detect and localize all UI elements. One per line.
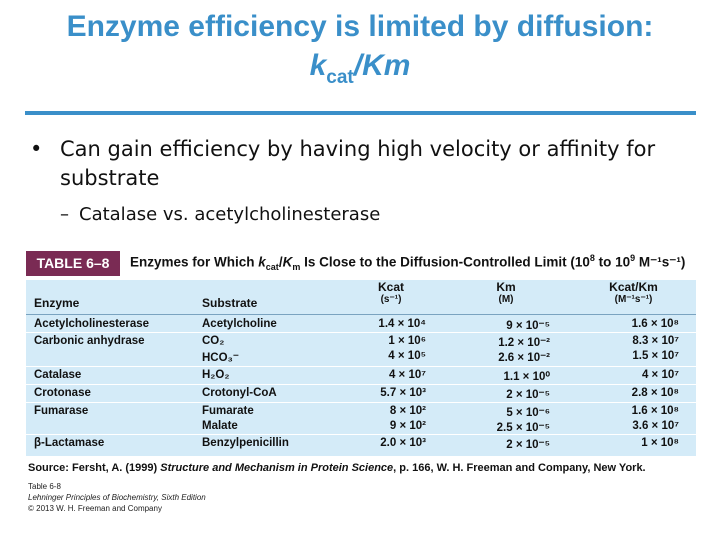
slide-title: Enzyme efficiency is limited by diffusio… — [0, 8, 720, 98]
cell-enzyme: β-Lactamase — [34, 437, 105, 449]
sub-bullet-text: Catalase vs. acetylcholinesterase — [79, 204, 381, 225]
cell-kcat: 5.7 × 10³ — [380, 387, 426, 399]
col-header-enzyme: Enzyme — [34, 296, 80, 310]
cell-substrate: HCO₃⁻ — [202, 352, 239, 364]
cell-km: 1.1 × 10⁰ — [503, 371, 551, 383]
bullet-marker: • — [30, 137, 43, 161]
col-header-substrate: Substrate — [202, 296, 258, 310]
cell-substrate: Acetylcholine — [202, 318, 277, 330]
sub-bullet-point: – Catalase vs. acetylcholinesterase — [60, 204, 380, 225]
col-header-km: Km (M) — [496, 280, 516, 305]
table-header-bar: TABLE 6–8 Enzymes for Which kcat/Km Is C… — [26, 248, 696, 278]
credit-line-3: © 2013 W. H. Freeman and Company — [28, 504, 162, 513]
table-number-tag: TABLE 6–8 — [26, 251, 120, 276]
cell-kcat: 1.4 × 10⁴ — [378, 318, 426, 330]
title-k: k — [309, 49, 327, 82]
cell-ratio: 4 × 10⁷ — [641, 369, 679, 381]
cell-kcat: 4 × 10⁵ — [388, 350, 426, 362]
cell-enzyme: Crotonase — [34, 387, 91, 399]
row-separator — [26, 402, 696, 403]
cell-km: 9 × 10⁻⁵ — [506, 320, 550, 332]
cell-ratio: 2.8 × 10⁸ — [631, 387, 679, 399]
cell-enzyme: Catalase — [34, 369, 82, 381]
cell-km: 2 × 10⁻⁵ — [506, 389, 550, 401]
header-divider — [26, 314, 696, 315]
cell-km: 2.6 × 10⁻² — [498, 352, 550, 364]
cell-enzyme: Acetylcholinesterase — [34, 318, 150, 330]
col-header-kcat: Kcat (s⁻¹) — [377, 280, 404, 305]
cell-kcat: 4 × 10⁷ — [388, 369, 426, 381]
credit-line-2: Lehninger Principles of Biochemistry, Si… — [28, 493, 206, 502]
bullet-text: Can gain efficiency by having high veloc… — [60, 137, 656, 190]
cell-kcat: 1 × 10⁶ — [388, 335, 426, 347]
row-separator — [26, 332, 696, 333]
cell-km: 5 × 10⁻⁶ — [506, 407, 550, 419]
bullet-point: • Can gain efficiency by having high vel… — [30, 135, 680, 193]
cell-substrate: H₂O₂ — [202, 369, 230, 381]
title-km: /Km — [353, 49, 411, 82]
cell-km: 2.5 × 10⁻⁵ — [496, 422, 550, 434]
cell-ratio: 1 × 10⁸ — [641, 437, 679, 449]
sub-bullet-marker: – — [60, 204, 69, 225]
cell-ratio: 1.6 × 10⁸ — [631, 405, 679, 417]
cell-substrate: CO₂ — [202, 335, 225, 347]
cell-substrate: Malate — [202, 420, 238, 432]
cell-substrate: Fumarate — [202, 405, 254, 417]
cell-km: 1.2 × 10⁻² — [498, 337, 550, 349]
cell-km: 2 × 10⁻⁵ — [506, 439, 550, 451]
cell-ratio: 8.3 × 10⁷ — [632, 335, 679, 347]
cell-ratio: 1.5 × 10⁷ — [632, 350, 679, 362]
cell-substrate: Crotonyl-CoA — [202, 387, 277, 399]
col-header-ratio: Kcat/Km (M⁻¹s⁻¹) — [609, 280, 658, 305]
cell-kcat: 9 × 10² — [389, 420, 426, 432]
cell-ratio: 1.6 × 10⁸ — [631, 318, 679, 330]
table-source: Source: Fersht, A. (1999) Structure and … — [28, 462, 646, 474]
enzyme-table: Enzyme Substrate Kcat (s⁻¹) Km (M) Kcat/Km… — [26, 280, 696, 456]
table-credit: Table 6-8 Lehninger Principles of Bioche… — [28, 481, 206, 514]
cell-enzyme: Fumarase — [34, 405, 89, 417]
title-line-2: kcat/Km — [0, 46, 720, 98]
table-title: Enzymes for Which kcat/Km Is Close to th… — [130, 253, 686, 273]
cell-kcat: 2.0 × 10³ — [380, 437, 426, 449]
row-separator — [26, 384, 696, 385]
row-separator — [26, 366, 696, 367]
cell-substrate: Benzylpenicillin — [202, 437, 289, 449]
cell-kcat: 8 × 10² — [389, 405, 426, 417]
row-separator — [26, 434, 696, 435]
cell-enzyme: Carbonic anhydrase — [34, 335, 145, 347]
credit-line-1: Table 6-8 — [28, 482, 61, 491]
cell-ratio: 3.6 × 10⁷ — [632, 420, 679, 432]
title-underline — [25, 111, 696, 115]
title-line-1: Enzyme efficiency is limited by diffusio… — [66, 10, 654, 43]
title-cat-subscript: cat — [326, 67, 354, 88]
